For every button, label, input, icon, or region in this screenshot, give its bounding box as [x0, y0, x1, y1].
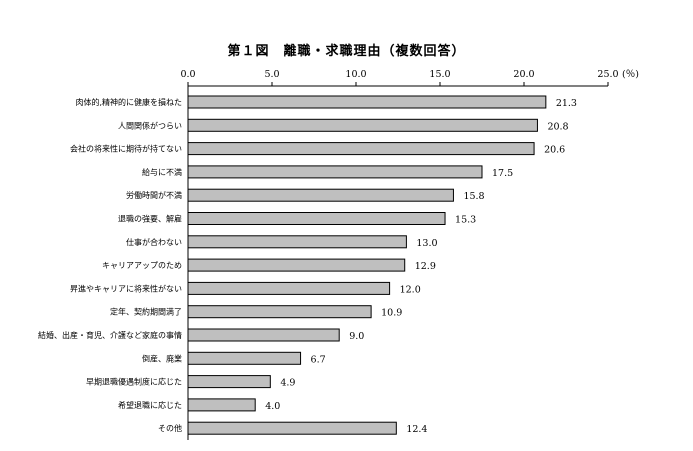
- bars-layer: [187, 95, 547, 435]
- category-label: 結婚、出産・育児、介護など家庭の事情: [38, 330, 182, 340]
- unit-label: (％): [622, 69, 639, 80]
- category-label: 希望退職に応じた: [118, 400, 182, 410]
- x-tick-label: 0.0: [180, 69, 195, 80]
- value-label: 20.8: [547, 121, 568, 132]
- bar: [187, 142, 535, 156]
- labels-layer: 肉体的,精神的に健康を損ねた 21.3 人間関係がつらい 20.8 会社の将来性に期待が…: [38, 97, 577, 435]
- value-label: 12.4: [406, 424, 427, 435]
- category-label: 労働時間が不満: [126, 190, 182, 200]
- category-label: 退職の強要、解雇: [118, 214, 182, 224]
- bar: [187, 235, 407, 249]
- bar: [187, 421, 397, 435]
- x-tick-label: 20.0: [513, 69, 534, 80]
- bar: [187, 375, 271, 389]
- bar: [187, 305, 372, 319]
- value-label: 17.5: [492, 168, 513, 179]
- bar: [187, 281, 391, 295]
- category-label: 肉体的,精神的に健康を損ねた: [75, 97, 182, 107]
- category-label: 給与に不満: [142, 167, 182, 177]
- value-label: 21.3: [556, 98, 577, 109]
- bar: [187, 258, 406, 272]
- value-label: 4.9: [280, 378, 295, 389]
- bar: [187, 118, 538, 132]
- category-label: 早期退職優遇制度に応じた: [86, 377, 182, 387]
- x-tick-label: 15.0: [429, 69, 450, 80]
- value-label: 9.0: [349, 331, 364, 342]
- category-label: 定年、契約期間満了: [110, 307, 182, 317]
- bar: [187, 351, 302, 365]
- category-label: 倒産、廃業: [142, 353, 182, 363]
- value-label: 12.0: [400, 284, 421, 295]
- value-label: 15.8: [463, 191, 484, 202]
- value-label: 4.0: [265, 401, 280, 412]
- value-label: 13.0: [416, 238, 437, 249]
- bar: [187, 398, 256, 412]
- bar: [187, 165, 483, 179]
- value-label: 15.3: [455, 215, 476, 226]
- category-label: 仕事が合わない: [126, 237, 182, 247]
- value-label: 12.9: [415, 261, 436, 272]
- bar: [187, 212, 446, 225]
- category-label: 昇進やキャリアに将来性がない: [70, 283, 182, 293]
- category-label: キャリアアップのため: [102, 261, 182, 270]
- value-label: 10.9: [381, 308, 402, 319]
- chart-title: 第１図 離職・求職理由（複数回答）: [227, 44, 466, 59]
- bar: [187, 328, 340, 342]
- category-label: 人間関係がつらい: [118, 120, 182, 130]
- bar: [187, 188, 454, 202]
- value-label: 6.7: [311, 354, 326, 365]
- category-label: その他: [158, 423, 182, 433]
- x-tick-label: 5.0: [264, 69, 279, 80]
- x-tick-label: 10.0: [345, 69, 366, 80]
- x-tick-label: 25.0: [597, 69, 618, 80]
- category-label: 会社の将来性に期待が持てない: [70, 144, 182, 154]
- bar: [187, 95, 547, 109]
- value-label: 20.6: [544, 145, 565, 156]
